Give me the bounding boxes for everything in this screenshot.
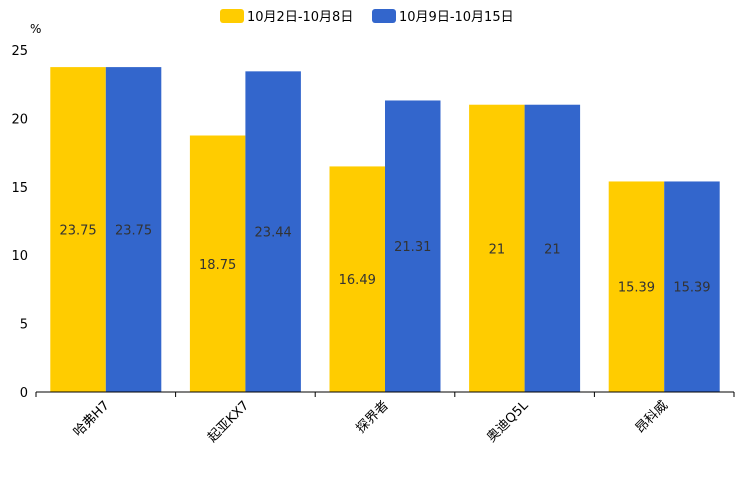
y-tick-label: 15 xyxy=(11,181,28,196)
bar-2-5 xyxy=(664,181,720,392)
bar-2-2 xyxy=(245,71,301,393)
bar-2-1 xyxy=(105,67,162,392)
x-tick-label: 起亚KX7 xyxy=(205,398,252,445)
y-tick-label: 0 xyxy=(20,386,28,401)
data-label: 15.39 xyxy=(618,281,655,296)
bar-2-3 xyxy=(385,100,441,393)
x-tick-label: 昂科威 xyxy=(633,398,671,436)
legend-swatch-1 xyxy=(220,9,244,23)
y-tick-label: 20 xyxy=(11,112,28,127)
y-axis: 0 5 10 15 20 25 xyxy=(11,44,28,401)
x-tick-label: 哈弗H7 xyxy=(71,398,113,440)
data-label: 21.31 xyxy=(394,240,431,255)
data-label: 23.44 xyxy=(255,226,292,241)
legend: 10月2日-10月8日 10月9日-10月15日 xyxy=(220,9,514,25)
x-tick-label: 奥迪Q5L xyxy=(484,398,532,446)
data-label: 23.75 xyxy=(59,224,96,239)
data-label: 15.39 xyxy=(673,281,710,296)
bar-1-5 xyxy=(608,181,665,392)
y-tick-label: 5 xyxy=(20,318,28,333)
legend-swatch-2 xyxy=(372,9,396,23)
bar-1-2 xyxy=(189,135,246,392)
bar-2-4 xyxy=(524,104,581,392)
bar-1-4 xyxy=(469,104,525,392)
legend-label-2: 10月9日-10月15日 xyxy=(399,10,514,25)
data-label: 21 xyxy=(544,242,561,257)
y-tick-label: 25 xyxy=(11,44,28,59)
bar-1-3 xyxy=(329,166,385,392)
data-label: 16.49 xyxy=(339,273,376,288)
bars: 23.75 23.75 18.75 23.44 16.49 21.31 21 21 15.39 1… xyxy=(50,67,720,393)
x-axis: 哈弗H7 起亚KX7 探界者 奥迪Q5L 昂科威 xyxy=(35,391,735,446)
y-axis-unit: % xyxy=(30,22,41,36)
x-tick-label: 探界者 xyxy=(354,398,392,436)
y-tick-label: 10 xyxy=(11,249,28,264)
legend-label-1: 10月2日-10月8日 xyxy=(247,10,353,25)
data-label: 18.75 xyxy=(199,258,236,273)
data-label: 21 xyxy=(489,242,506,257)
data-label: 23.75 xyxy=(115,224,152,239)
bar-1-1 xyxy=(50,67,106,392)
